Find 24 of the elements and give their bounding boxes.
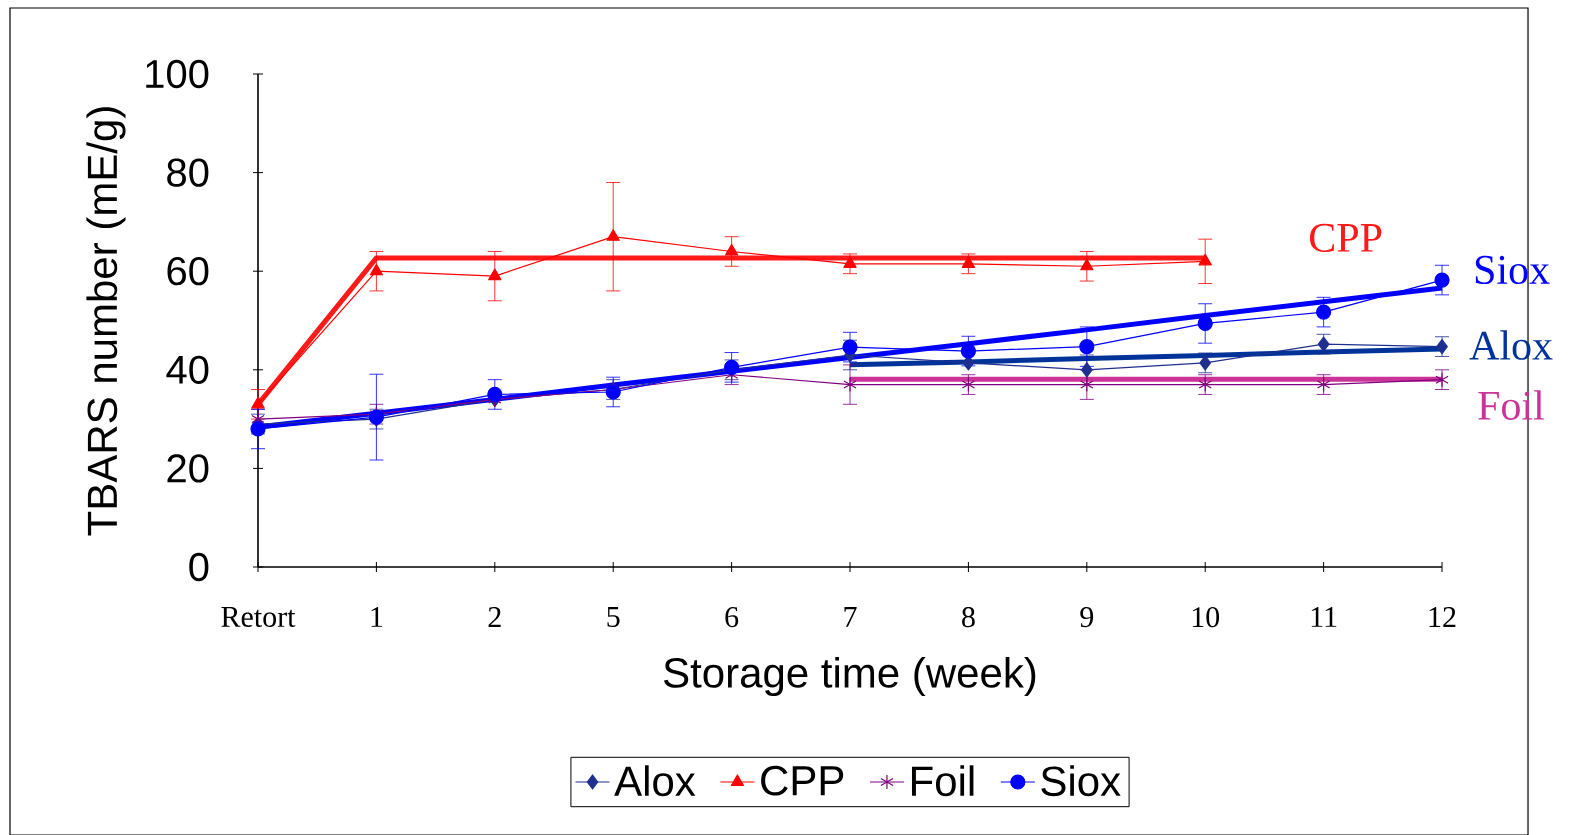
- y-tick-label: 40: [166, 355, 209, 384]
- x-tick-label: 6: [725, 607, 739, 628]
- x-tick-label: 10: [1192, 607, 1220, 628]
- legend-label: Foil: [911, 765, 974, 797]
- y-tick-label: 100: [146, 59, 209, 89]
- legend-label: Alox: [614, 765, 696, 797]
- y-tick-label: 60: [167, 257, 209, 286]
- y-tick-label: 20: [167, 454, 209, 483]
- x-tick-label: 12: [1429, 607, 1456, 627]
- x-tick-label: 11: [1311, 607, 1337, 627]
- y-tick-label: 0: [189, 552, 209, 582]
- legend-label: CPP: [761, 765, 844, 796]
- x-tick-label: 7: [844, 607, 857, 627]
- x-tick-label: Retort: [221, 607, 296, 627]
- text: CPP: [1309, 223, 1382, 252]
- x-tick-label: 5: [607, 607, 620, 627]
- legend-label: Siox: [1041, 765, 1121, 797]
- x-axis-title: Storage time (week): [664, 656, 1036, 697]
- x-tick-label: 9: [1080, 607, 1094, 628]
- x-tick-label: 1: [371, 607, 383, 627]
- y-tick-label: 80: [167, 158, 209, 187]
- x-tick-label: 2: [488, 607, 501, 627]
- y-axis-title: TBARS number (mE/g): [86, 107, 126, 536]
- x-tick-label: 8: [962, 607, 975, 628]
